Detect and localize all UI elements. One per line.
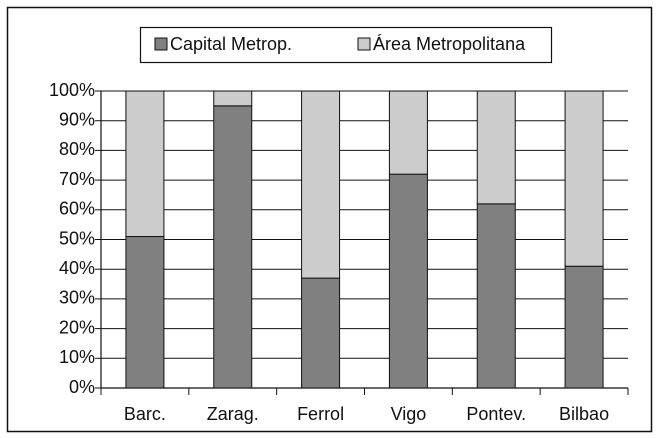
- y-tick-label: 100%: [49, 80, 95, 100]
- bar-segment: [476, 203, 516, 389]
- y-tick-label: 50%: [59, 228, 95, 248]
- bar-segment: [301, 90, 341, 279]
- x-tick-label: Bilbao: [559, 404, 609, 424]
- x-tick-label: Vigo: [391, 404, 427, 424]
- y-tick-label: 90%: [59, 109, 95, 129]
- bar-segment: [388, 90, 428, 175]
- bar-segment: [213, 105, 253, 389]
- legend-swatch: [154, 37, 168, 51]
- legend-label: Área Metropolitana: [373, 34, 526, 54]
- bar-segment: [125, 90, 165, 238]
- y-tick-label: 60%: [59, 199, 95, 219]
- y-tick-label: 20%: [59, 317, 95, 337]
- y-tick-label: 0%: [69, 377, 95, 397]
- legend-swatch: [357, 37, 371, 51]
- legend-label: Capital Metrop.: [170, 34, 292, 54]
- y-tick-label: 30%: [59, 288, 95, 308]
- y-tick-label: 80%: [59, 139, 95, 159]
- x-tick-label: Pontev.: [466, 404, 526, 424]
- y-tick-label: 70%: [59, 169, 95, 189]
- x-tick-label: Barc.: [124, 404, 166, 424]
- x-tick-label: Zarag.: [207, 404, 259, 424]
- bar-segment: [564, 90, 604, 267]
- x-tick-label: Ferrol: [297, 404, 344, 424]
- y-tick-label: 10%: [59, 347, 95, 367]
- bar-segment: [388, 173, 428, 389]
- legend-box: [139, 26, 553, 64]
- y-tick-label: 40%: [59, 258, 95, 278]
- bar-segment: [476, 90, 516, 205]
- bar-segment: [564, 265, 604, 389]
- bar-segment: [301, 277, 341, 389]
- bar-segment: [125, 236, 165, 389]
- bar-segment: [213, 90, 253, 107]
